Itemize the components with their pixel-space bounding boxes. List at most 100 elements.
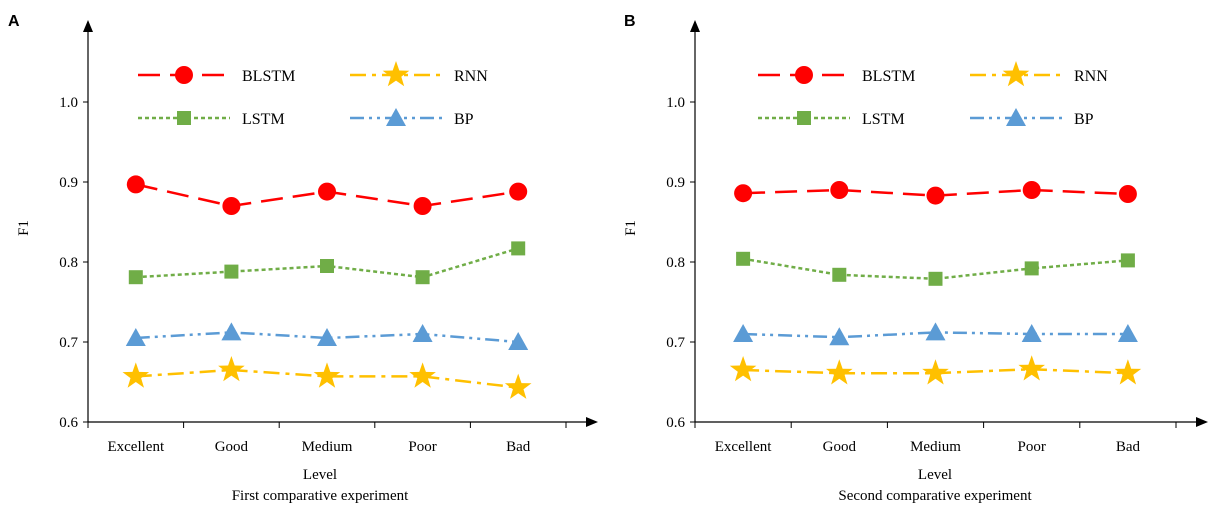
series-bp: [733, 322, 1138, 346]
series-blstm: [734, 181, 1137, 205]
x-axis-arrow-icon: [586, 417, 598, 427]
data-point-circle: [222, 197, 241, 215]
data-point-star: [218, 356, 245, 382]
chart-title: First comparative experiment: [232, 488, 409, 504]
legend-marker-star: [382, 61, 410, 87]
data-point-circle: [126, 175, 145, 194]
legend-label: LSTM: [242, 111, 285, 128]
legend-marker-circle: [175, 66, 193, 84]
data-point-circle: [734, 184, 753, 203]
panel-letter: B: [624, 13, 636, 30]
data-point-star: [922, 359, 949, 385]
legend-item-rnn: RNN: [970, 61, 1108, 87]
x-tick-label: Excellent: [715, 439, 772, 455]
legend-item-blstm: BLSTM: [758, 66, 915, 85]
data-point-square: [128, 270, 143, 285]
y-axis-arrow-icon: [83, 20, 93, 32]
data-point-square: [1024, 261, 1039, 276]
y-tick-label: 0.7: [666, 335, 685, 351]
legend-item-bp: BP: [350, 108, 474, 128]
chart-title: Second comparative experiment: [838, 488, 1032, 504]
legend-item-bp: BP: [970, 108, 1094, 128]
legend-item-blstm: BLSTM: [138, 66, 295, 85]
data-point-circle: [1022, 181, 1041, 199]
series-rnn: [122, 356, 532, 399]
y-axis-label: F1: [16, 220, 32, 236]
series-bp: [125, 322, 529, 350]
series-lstm: [736, 251, 1135, 286]
data-point-star: [1114, 359, 1142, 385]
y-tick-label: 0.9: [59, 175, 78, 191]
data-point-square: [320, 259, 334, 273]
legend-item-lstm: LSTM: [138, 111, 285, 128]
y-tick-label: 0.8: [59, 255, 78, 271]
series-lstm: [128, 241, 526, 285]
legend-item-lstm: LSTM: [758, 111, 905, 128]
y-axis-label: F1: [623, 220, 639, 236]
data-point-square: [224, 264, 239, 279]
series-line: [742, 257, 1129, 281]
series-blstm: [126, 175, 528, 215]
x-axis-arrow-icon: [1196, 417, 1208, 427]
x-tick-label: Excellent: [107, 439, 164, 455]
data-point-star: [826, 359, 853, 385]
x-tick-label: Medium: [302, 439, 353, 455]
data-point-square: [928, 271, 943, 286]
y-tick-label: 0.6: [666, 415, 685, 431]
legend-marker-triangle: [386, 108, 406, 126]
legend-label: LSTM: [862, 111, 905, 128]
data-point-star: [409, 362, 436, 388]
y-tick-label: 0.8: [666, 255, 685, 271]
data-point-star: [504, 373, 532, 399]
y-tick-label: 1.0: [666, 95, 685, 111]
data-point-square: [511, 241, 526, 256]
x-tick-label: Bad: [506, 439, 531, 455]
data-point-triangle: [925, 322, 946, 341]
data-point-circle: [926, 186, 945, 205]
data-point-circle: [509, 182, 528, 201]
data-point-triangle: [508, 332, 529, 350]
y-tick-label: 0.7: [59, 335, 78, 351]
data-point-triangle: [733, 324, 754, 342]
legend-marker-star: [1002, 61, 1030, 87]
legend-marker-triangle: [1006, 108, 1026, 126]
panel-letter: A: [8, 13, 20, 30]
legend-marker-square: [177, 111, 191, 125]
series-line: [135, 331, 519, 344]
legend-item-rnn: RNN: [350, 61, 488, 87]
legend-label: RNN: [1074, 68, 1108, 85]
x-tick-label: Poor: [408, 439, 436, 455]
data-point-triangle: [829, 327, 850, 346]
data-point-circle: [830, 181, 849, 199]
legend-label: BLSTM: [862, 68, 915, 85]
chart-panel-a: A 0.6 0.7 0.8 0.9 1.0 Excellent Good Medium Poor B…: [8, 13, 598, 504]
data-point-triangle: [1021, 324, 1042, 342]
data-point-star: [313, 362, 341, 388]
x-axis-label: Level: [918, 467, 952, 483]
x-tick-label: Poor: [1018, 439, 1046, 455]
data-point-star: [1018, 355, 1045, 381]
series-rnn: [729, 355, 1142, 385]
data-point-triangle: [317, 328, 337, 346]
data-point-star: [122, 362, 150, 388]
x-tick-label: Bad: [1116, 439, 1141, 455]
x-axis-label: Level: [303, 467, 337, 483]
y-tick-label: 0.6: [59, 415, 78, 431]
data-point-square: [832, 267, 847, 282]
series-line: [743, 331, 1128, 339]
data-point-square: [1120, 253, 1135, 268]
y-tick-label: 1.0: [59, 95, 78, 111]
y-tick-label: 0.9: [666, 175, 685, 191]
legend-label: RNN: [454, 68, 488, 85]
legend-label: BP: [454, 111, 474, 128]
data-point-triangle: [221, 322, 242, 341]
data-point-circle: [413, 197, 432, 215]
data-point-square: [736, 251, 751, 266]
data-point-circle: [318, 182, 336, 201]
x-tick-label: Medium: [910, 439, 961, 455]
data-point-triangle: [412, 324, 433, 342]
x-tick-label: Good: [215, 439, 249, 455]
data-point-circle: [1118, 185, 1137, 203]
data-point-square: [415, 270, 430, 285]
